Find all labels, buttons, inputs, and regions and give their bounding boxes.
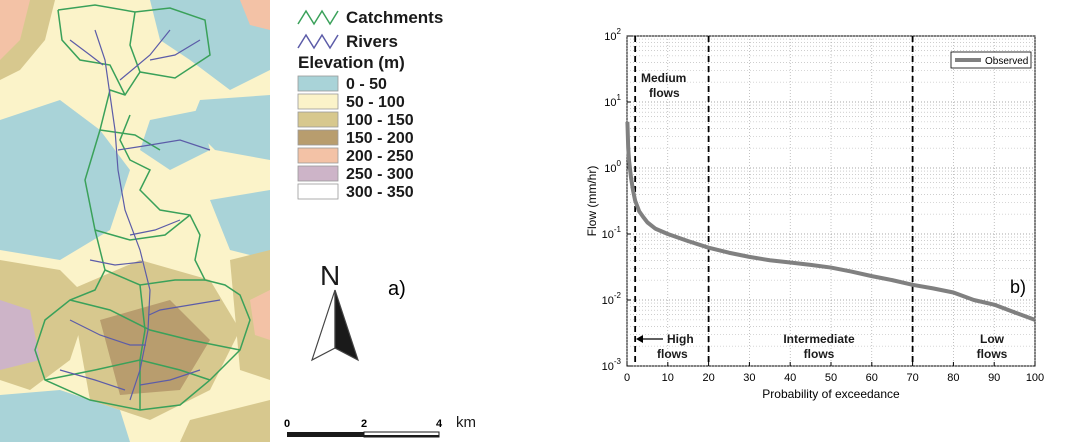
x-tick-label-10: 100	[1026, 372, 1044, 384]
y-tick-exponent: 2	[617, 27, 622, 36]
x-tick-label-5: 50	[825, 372, 837, 384]
chart-panel: 10-3 10-2 10-1 100 101 102 0 10 20 30 40 50 60 70 80 9…	[560, 0, 1074, 442]
x-tick-label-2: 20	[702, 372, 714, 384]
x-tick-label-0: 0	[624, 372, 630, 384]
y-axis-label: Flow (mm/hr)	[585, 166, 599, 237]
elevation-label-3: 150 - 200	[346, 130, 414, 147]
north-arrow-icon	[310, 289, 336, 362]
y-tick-label-4: 101	[604, 93, 621, 109]
scale-tick-2: 2	[361, 418, 367, 430]
map-panel-label: a)	[388, 278, 406, 300]
annotation-high-line2: flows	[657, 347, 688, 361]
elevation-label-2: 100 - 150	[346, 112, 414, 129]
legend-observed-label: Observed	[985, 56, 1028, 67]
scale-tick-4: 4	[436, 418, 443, 430]
elevation-raster	[0, 0, 270, 442]
chart-panel-label: b)	[1010, 277, 1026, 297]
legend-catchments-label: Catchments	[346, 8, 443, 27]
y-tick-base: 10	[604, 163, 616, 175]
x-tick-label-4: 40	[784, 372, 796, 384]
series-observed-line	[625, 121, 1036, 322]
x-tick-label-1: 10	[662, 372, 674, 384]
scale-segment-1	[287, 432, 364, 437]
map-panel: Catchments Rivers Elevation (m) 0 - 50 50…	[0, 0, 476, 442]
north-arrow-shade	[334, 289, 360, 362]
scale-segment-2-fill	[364, 435, 439, 437]
elevation-label-4: 200 - 250	[346, 148, 414, 165]
annotation-intermediate-line2: flows	[804, 347, 835, 361]
catchment-map: Catchments Rivers Elevation (m) 0 - 5050…	[0, 0, 476, 442]
scale-bar: 0 2 4 km	[284, 414, 476, 438]
legend-elevation-title: Elevation (m)	[298, 53, 405, 72]
north-label: N	[320, 260, 340, 291]
elevation-swatch-6	[297, 183, 339, 200]
annotation-intermediate-line1: Intermediate	[783, 332, 855, 346]
legend-rivers-label: Rivers	[346, 32, 398, 51]
elevation-swatch-5	[297, 165, 339, 182]
y-tick-base: 10	[602, 361, 614, 373]
annotation-medium-line1: Medium	[641, 71, 686, 85]
river-line-icon	[297, 33, 339, 50]
y-tick-label-2: 10-1	[602, 225, 622, 241]
y-tick-base: 10	[604, 97, 616, 109]
scale-tick-0: 0	[284, 418, 290, 430]
elevation-swatch-1	[297, 93, 339, 110]
x-tick-label-9: 90	[988, 372, 1000, 384]
x-axis-label: Probability of exceedance	[762, 387, 900, 401]
annotation-low-line1: Low	[980, 332, 1005, 346]
elevation-swatch-0	[297, 75, 339, 92]
y-tick-exponent: 0	[617, 159, 622, 168]
annotation-high-arrowhead	[636, 335, 643, 343]
x-tick-label-8: 80	[947, 372, 959, 384]
x-tick-label-3: 30	[743, 372, 755, 384]
elevation-swatch-4	[297, 147, 339, 164]
x-axis-ticks: 0 10 20 30 40 50 60 70 80 90 100	[624, 362, 1044, 384]
map-legend: Catchments Rivers Elevation (m) 0 - 5050…	[297, 8, 443, 201]
north-arrow: N	[310, 260, 360, 362]
catchment-boundaries	[34, 4, 251, 411]
chart-legend: Observed	[950, 51, 1032, 69]
annotation-low-line2: flows	[977, 347, 1008, 361]
river-network	[59, 29, 221, 401]
y-tick-exponent: -2	[614, 291, 622, 300]
x-tick-label-6: 60	[866, 372, 878, 384]
x-tick-label-7: 70	[906, 372, 918, 384]
y-tick-label-5: 102	[604, 27, 621, 43]
minor-grid	[627, 38, 1035, 347]
y-tick-base: 10	[604, 31, 616, 43]
y-tick-exponent: 1	[617, 93, 622, 102]
y-tick-exponent: -3	[614, 357, 622, 366]
scale-unit: km	[456, 414, 476, 431]
y-tick-base: 10	[602, 229, 614, 241]
elevation-label-1: 50 - 100	[346, 94, 405, 111]
elevation-swatch-3	[297, 129, 339, 146]
catchment-line-icon	[297, 9, 339, 26]
y-tick-label-3: 100	[604, 159, 621, 175]
y-tick-label-1: 10-2	[602, 291, 622, 307]
y-tick-exponent: -1	[614, 225, 622, 234]
annotation-medium-line2: flows	[649, 86, 680, 100]
y-tick-base: 10	[602, 295, 614, 307]
elevation-label-5: 250 - 300	[346, 166, 414, 183]
elevation-label-6: 300 - 350	[346, 184, 414, 201]
y-tick-label-0: 10-3	[602, 357, 622, 373]
elevation-swatch-2	[297, 111, 339, 128]
annotation-high-line1: High	[667, 332, 694, 346]
legend-box	[950, 51, 1032, 69]
elevation-label-0: 0 - 50	[346, 76, 387, 93]
